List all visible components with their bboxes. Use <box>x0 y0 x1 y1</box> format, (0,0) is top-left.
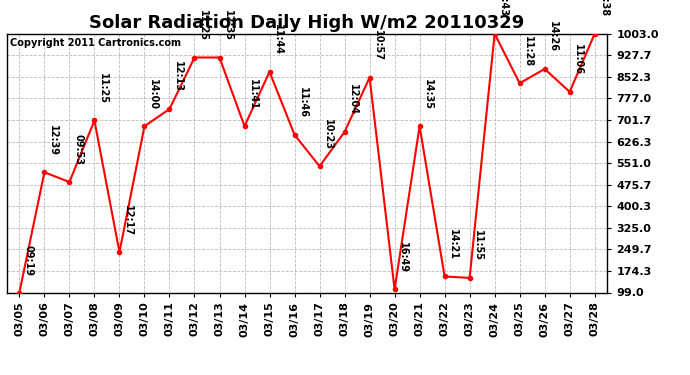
Text: 11:28: 11:28 <box>524 36 533 67</box>
Text: 14:26: 14:26 <box>549 21 558 53</box>
Text: 12:04: 12:04 <box>348 84 358 115</box>
Text: 09:19: 09:19 <box>23 245 33 276</box>
Text: 11:44: 11:44 <box>273 24 284 55</box>
Text: 11:25: 11:25 <box>98 73 108 104</box>
Text: 12:17: 12:17 <box>124 204 133 236</box>
Text: 11:41: 11:41 <box>248 79 258 110</box>
Text: 09:53: 09:53 <box>73 134 83 165</box>
Text: 11:46: 11:46 <box>298 87 308 118</box>
Text: 10:57: 10:57 <box>373 30 384 61</box>
Text: 13:38: 13:38 <box>598 0 609 17</box>
Text: 14:00: 14:00 <box>148 79 158 110</box>
Text: Copyright 2011 Cartronics.com: Copyright 2011 Cartronics.com <box>10 38 181 48</box>
Text: 12:35: 12:35 <box>224 10 233 41</box>
Text: 11:06: 11:06 <box>573 44 584 75</box>
Title: Solar Radiation Daily High W/m2 20110329: Solar Radiation Daily High W/m2 20110329 <box>90 14 524 32</box>
Text: 14:35: 14:35 <box>424 79 433 110</box>
Text: 11:25: 11:25 <box>198 10 208 41</box>
Text: 14:21: 14:21 <box>448 229 458 260</box>
Text: 10:23: 10:23 <box>324 118 333 150</box>
Text: 11:55: 11:55 <box>473 230 484 261</box>
Text: 12:13: 12:13 <box>173 62 184 92</box>
Text: 12:39: 12:39 <box>48 124 58 156</box>
Text: 16:49: 16:49 <box>398 242 408 273</box>
Text: 13:43: 13:43 <box>498 0 509 17</box>
